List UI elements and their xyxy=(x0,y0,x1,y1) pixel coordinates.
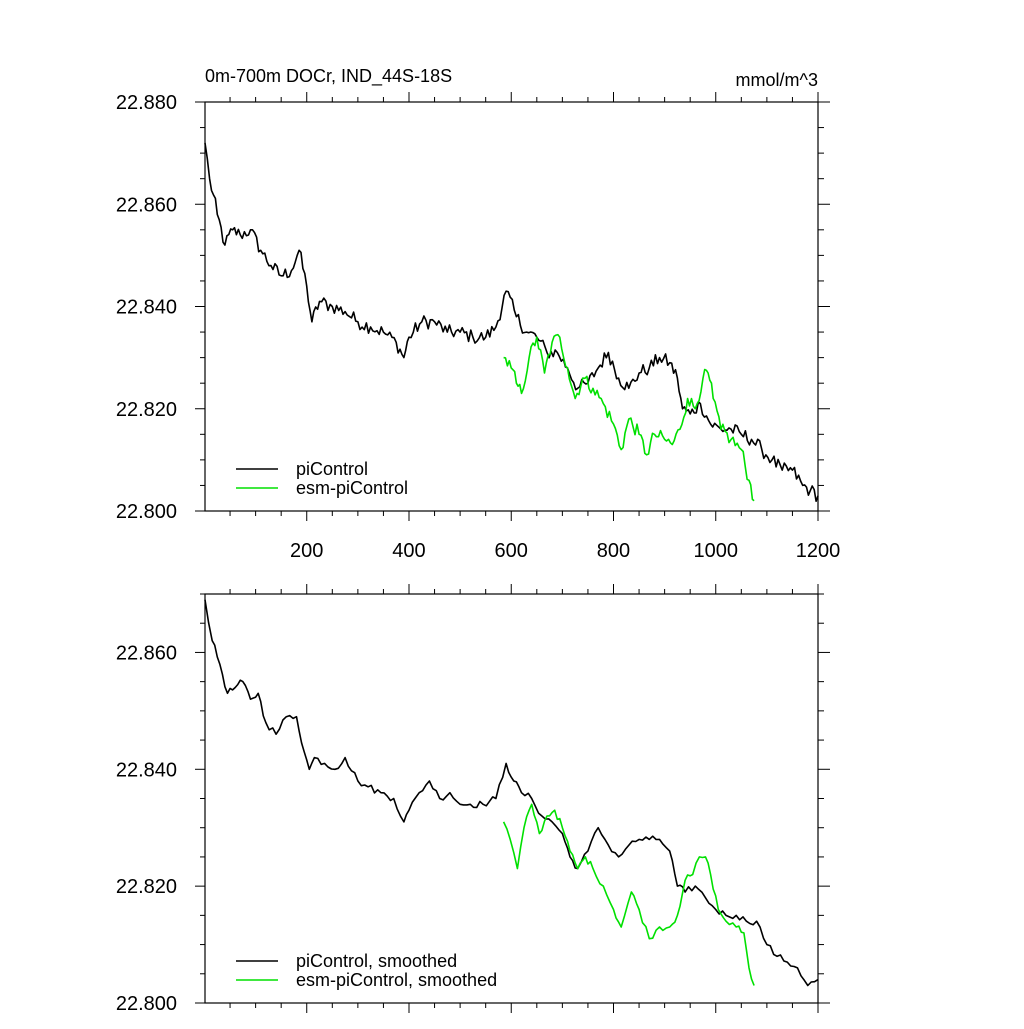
y-tick-label: 22.800 xyxy=(116,501,177,523)
y-tick-label: 22.860 xyxy=(116,194,177,216)
legend-label: esm-piControl xyxy=(296,478,408,498)
y-tick-label: 22.820 xyxy=(116,876,177,898)
axis-ticks-top: 200 400 600 800 1000 1200 22.800 22.820 22.840 22… xyxy=(116,92,840,562)
x-tick-label: 1000 xyxy=(693,540,738,562)
x-tick-label: 1200 xyxy=(796,540,841,562)
y-tick-label: 22.820 xyxy=(116,399,177,421)
x-tick-label: 600 xyxy=(495,540,528,562)
series-line-picontrol xyxy=(204,599,819,987)
series-group-bottom xyxy=(204,599,819,987)
series-group-top xyxy=(204,142,819,502)
panel-top: 0m-700m DOCr, IND_44S-18S mmol/m^3 200 40… xyxy=(116,66,840,562)
series-line-esm-picontrol xyxy=(502,803,755,986)
y-tick-label: 22.840 xyxy=(116,297,177,319)
x-tick-label: 400 xyxy=(392,540,425,562)
chart-title: 0m-700m DOCr, IND_44S-18S xyxy=(205,66,452,87)
series-line-picontrol xyxy=(204,142,819,502)
panel-bottom: 22.800 22.820 22.840 22.860 piControl, smoo… xyxy=(116,584,830,1015)
y-tick-label: 22.840 xyxy=(116,759,177,781)
x-tick-label: 800 xyxy=(597,540,630,562)
y-tick-label: 22.880 xyxy=(116,92,177,114)
legend-label: piControl xyxy=(296,459,368,479)
legend-label: piControl, smoothed xyxy=(296,951,457,971)
y-tick-label: 22.800 xyxy=(116,993,177,1015)
plot-frame-bottom xyxy=(204,593,819,1004)
plot-frame-top xyxy=(204,101,819,512)
legend-label: esm-piControl, smoothed xyxy=(296,970,497,990)
chart-units: mmol/m^3 xyxy=(736,70,818,90)
y-tick-label: 22.860 xyxy=(116,642,177,664)
series-line-esm-picontrol xyxy=(503,333,755,502)
axis-ticks-bottom: 22.800 22.820 22.840 22.860 xyxy=(116,584,830,1015)
x-tick-label: 200 xyxy=(290,540,323,562)
